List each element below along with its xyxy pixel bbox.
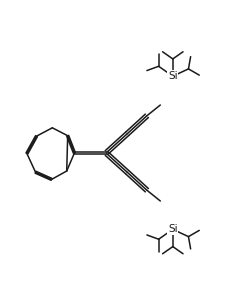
Text: Si: Si bbox=[168, 224, 178, 234]
Text: Si: Si bbox=[168, 71, 178, 81]
